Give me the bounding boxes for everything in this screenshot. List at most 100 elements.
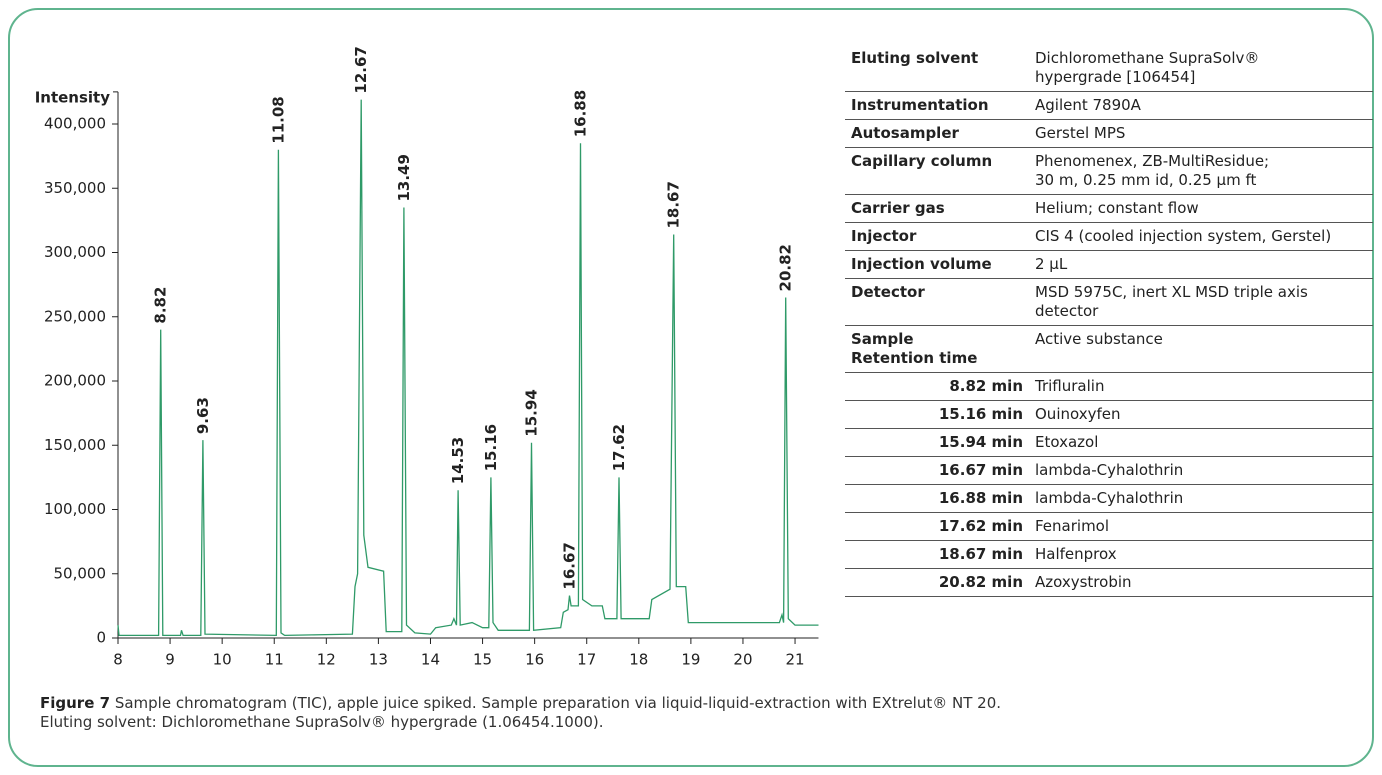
peak-label: 8.82 (152, 287, 170, 324)
cell-line: MSD 5975C, inert XL MSD triple axis (1035, 283, 1308, 301)
x-tick-label: 10 (213, 651, 232, 669)
peak-label: 16.88 (571, 90, 589, 137)
table-row: Instrumentation Agilent 7890A (845, 91, 1373, 120)
row-label: Injector (845, 222, 1029, 251)
cell-line: Phenomenex, ZB-MultiResidue; (1035, 152, 1270, 170)
x-tick-label: 19 (681, 651, 700, 669)
sample-row: 16.88 min lambda-Cyhalothrin (845, 484, 1373, 513)
row-value: 2 µL (1029, 250, 1373, 279)
substance: Ouinoxyfen (1029, 400, 1373, 429)
peak-label: 14.53 (449, 437, 467, 484)
sample-row: 8.82 min Trifluralin (845, 372, 1373, 401)
sample-row: 20.82 min Azoxystrobin (845, 568, 1373, 597)
sample-row: 15.16 min Ouinoxyfen (845, 400, 1373, 429)
table-row: Autosampler Gerstel MPS (845, 119, 1373, 148)
retention-time: 18.67 min (845, 540, 1029, 569)
table-row: Injection volume 2 µL (845, 250, 1373, 279)
x-tick-label: 8 (113, 651, 123, 669)
peak-label: 16.67 (561, 542, 579, 589)
y-tick-label: 150,000 (44, 436, 106, 454)
y-tick-label: 250,000 (44, 307, 106, 325)
peak-label: 15.94 (523, 389, 541, 436)
header-label: Sample Retention time (845, 325, 1029, 373)
x-tick-label: 12 (317, 651, 336, 669)
peak-label: 17.62 (610, 424, 628, 471)
frame (8, 8, 1374, 767)
header-value: Active substance (1029, 325, 1373, 373)
x-tick-label: 21 (785, 651, 804, 669)
row-label: Autosampler (845, 119, 1029, 148)
cell-line: Gerstel MPS (1035, 124, 1126, 142)
row-label: Capillary column (845, 147, 1029, 195)
table-row: Capillary column Phenomenex, ZB-MultiResi… (845, 147, 1373, 195)
peak-label: 12.67 (352, 46, 370, 93)
x-tick-label: 18 (629, 651, 648, 669)
cell-line: 2 µL (1035, 255, 1068, 273)
y-tick-label: 50,000 (54, 564, 107, 582)
y-axis-label: Intensity (35, 88, 111, 106)
table-row: Detector MSD 5975C, inert XL MSD triple a… (845, 278, 1373, 326)
row-label: Eluting solvent (845, 45, 1029, 92)
sample-row: 15.94 min Etoxazol (845, 428, 1373, 457)
peak-label: 11.08 (269, 96, 287, 143)
y-tick-label: 200,000 (44, 372, 106, 390)
peak-label: 9.63 (194, 397, 212, 434)
substance: lambda-Cyhalothrin (1029, 456, 1373, 485)
row-value: Dichloromethane SupraSolv® hypergrade [10… (1029, 45, 1373, 92)
x-tick-label: 15 (473, 651, 492, 669)
y-tick-label: 0 (96, 629, 106, 647)
sample-row: 18.67 min Halfenprox (845, 540, 1373, 569)
peak-label: 18.67 (665, 181, 683, 228)
caption-text: Eluting solvent: Dichloromethane SupraSo… (40, 713, 604, 731)
cell-line: Retention time (851, 349, 978, 367)
peak-label: 15.16 (482, 424, 500, 471)
peak-label: 13.49 (395, 154, 413, 201)
y-tick-label: 100,000 (44, 500, 106, 518)
cell-line: hypergrade [106454] (1035, 68, 1196, 86)
x-tick-label: 17 (577, 651, 596, 669)
cell-line: Dichloromethane SupraSolv® (1035, 49, 1260, 67)
substance: Azoxystrobin (1029, 568, 1373, 597)
table-row: Eluting solvent Dichloromethane SupraSolv… (845, 45, 1373, 92)
x-tick-label: 9 (165, 651, 175, 669)
row-label: Injection volume (845, 250, 1029, 279)
cell-line: 30 m, 0.25 mm id, 0.25 µm ft (1035, 171, 1257, 189)
x-tick-label: 14 (421, 651, 440, 669)
substance: Fenarimol (1029, 512, 1373, 541)
x-tick-label: 13 (369, 651, 388, 669)
retention-time: 16.67 min (845, 456, 1029, 485)
cell-line: detector (1035, 302, 1099, 320)
row-label: Instrumentation (845, 91, 1029, 120)
cell-line: Helium; constant flow (1035, 199, 1199, 217)
substance: Trifluralin (1029, 372, 1373, 401)
caption-label: Figure 7 (40, 694, 111, 712)
y-tick-label: 400,000 (44, 115, 106, 133)
x-tick-label: 20 (733, 651, 752, 669)
caption: Figure 7 Sample chromatogram (TIC), appl… (40, 694, 1001, 732)
row-value: Agilent 7890A (1029, 91, 1373, 120)
sample-row: 17.62 min Fenarimol (845, 512, 1373, 541)
row-value: MSD 5975C, inert XL MSD triple axis detec… (1029, 278, 1373, 326)
retention-time: 15.94 min (845, 428, 1029, 457)
retention-time: 17.62 min (845, 512, 1029, 541)
row-value: Phenomenex, ZB-MultiResidue; 30 m, 0.25 m… (1029, 147, 1373, 195)
x-tick-label: 16 (525, 651, 544, 669)
cell-line: CIS 4 (cooled injection system, Gerstel) (1035, 227, 1332, 245)
sample-row: 16.67 min lambda-Cyhalothrin (845, 456, 1373, 485)
caption-line: Figure 7 Sample chromatogram (TIC), appl… (40, 694, 1001, 713)
peak-label: 20.82 (777, 244, 795, 291)
table-header: Sample Retention time Active substance (845, 325, 1373, 373)
caption-text: Sample chromatogram (TIC), apple juice s… (114, 694, 1002, 712)
table-row: Injector CIS 4 (cooled injection system, … (845, 222, 1373, 251)
row-label: Carrier gas (845, 194, 1029, 223)
cell-line: Sample (851, 330, 914, 348)
retention-time: 16.88 min (845, 484, 1029, 513)
retention-time: 8.82 min (845, 372, 1029, 401)
substance: Etoxazol (1029, 428, 1373, 457)
row-value: CIS 4 (cooled injection system, Gerstel) (1029, 222, 1373, 251)
cell-line: Agilent 7890A (1035, 96, 1141, 114)
y-tick-label: 300,000 (44, 243, 106, 261)
x-tick-label: 11 (265, 651, 284, 669)
retention-time: 15.16 min (845, 400, 1029, 429)
